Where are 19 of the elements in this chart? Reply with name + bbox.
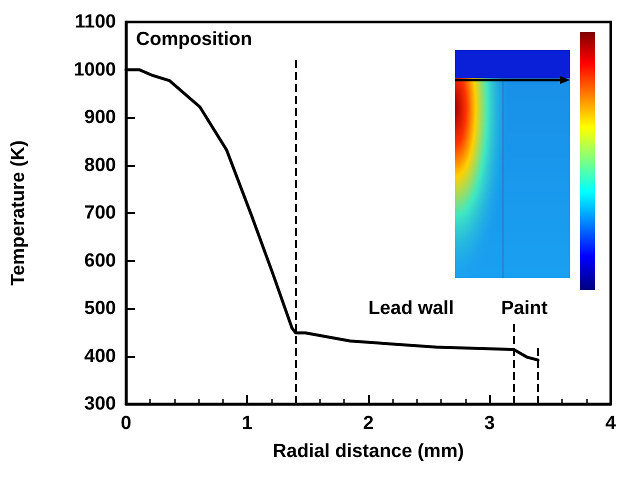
y-tick-label: 1000 bbox=[74, 59, 116, 80]
y-tick-label: 300 bbox=[84, 394, 116, 414]
x-tick-label: 3 bbox=[484, 413, 495, 434]
y-tick-label: 700 bbox=[84, 202, 116, 224]
y-tick-label: 900 bbox=[84, 107, 116, 128]
y-tick-label: 600 bbox=[84, 250, 116, 272]
x-tick-label: 0 bbox=[120, 413, 132, 434]
y-tick-label: 800 bbox=[84, 154, 116, 176]
y-tick-label: 500 bbox=[84, 298, 116, 319]
y-tick-label: 1100 bbox=[74, 12, 116, 32]
annotation: Lead wall bbox=[368, 298, 454, 319]
x-tick-label: 1 bbox=[242, 413, 253, 434]
y-axis-title: Temperature (K) bbox=[8, 140, 29, 286]
x-tick-label: 4 bbox=[605, 413, 616, 434]
annotation: Composition bbox=[136, 29, 252, 50]
x-tick-label: 2 bbox=[363, 413, 374, 434]
x-axis-title: Radial distance (mm) bbox=[272, 441, 464, 462]
annotation: Paint bbox=[501, 298, 548, 319]
y-tick-label: 400 bbox=[84, 346, 116, 367]
